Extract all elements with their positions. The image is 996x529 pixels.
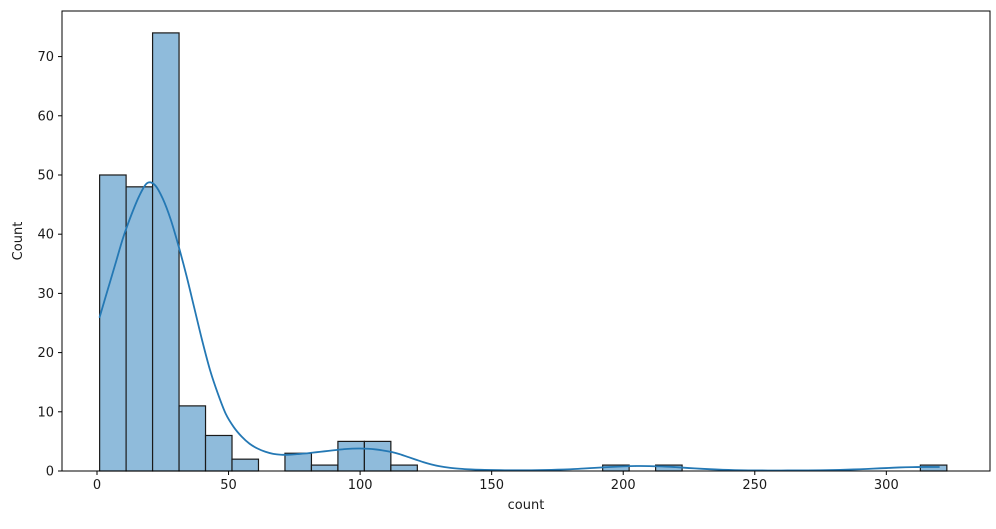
x-tick-label: 150 <box>479 478 504 493</box>
y-axis-label: Count <box>11 222 26 261</box>
x-tick-label: 50 <box>220 478 237 493</box>
y-tick-label: 20 <box>37 346 54 361</box>
x-tick-label: 300 <box>874 478 899 493</box>
histogram-bar <box>363 440 392 472</box>
y-tick-label: 30 <box>37 287 54 302</box>
plot-area-background <box>62 11 990 471</box>
kde-curve-group <box>98 181 940 472</box>
kde-curve <box>98 181 940 472</box>
x-axis-ticks: 0 50 100 150 200 250 300 <box>93 471 899 493</box>
y-tick-label: 70 <box>37 50 54 65</box>
histogram-bar <box>284 452 313 472</box>
histogram-bar <box>390 464 418 472</box>
histogram-bar <box>231 458 260 472</box>
histogram-bar <box>310 464 339 472</box>
y-tick-label: 50 <box>37 168 54 183</box>
x-tick-label: 0 <box>93 478 101 493</box>
x-tick-label: 100 <box>348 478 373 493</box>
y-tick-label: 60 <box>37 109 54 124</box>
y-tick-label: 0 <box>46 465 54 480</box>
histogram-bar <box>99 174 127 472</box>
histogram-bars <box>99 32 948 472</box>
x-axis-label: count <box>508 498 545 513</box>
histogram-bar <box>204 434 233 472</box>
histogram-bar <box>178 405 207 472</box>
x-tick-label: 250 <box>742 478 767 493</box>
plot-border-spines <box>61 10 991 472</box>
y-tick-label: 10 <box>37 405 54 420</box>
histogram-bar <box>151 32 180 472</box>
histogram-bar <box>125 186 154 472</box>
y-tick-label: 40 <box>37 228 54 243</box>
histogram-bar <box>337 440 365 472</box>
y-axis-ticks: 0 10 20 30 40 50 60 70 <box>37 50 62 480</box>
histogram-bar <box>919 464 948 472</box>
x-tick-label: 200 <box>611 478 636 493</box>
